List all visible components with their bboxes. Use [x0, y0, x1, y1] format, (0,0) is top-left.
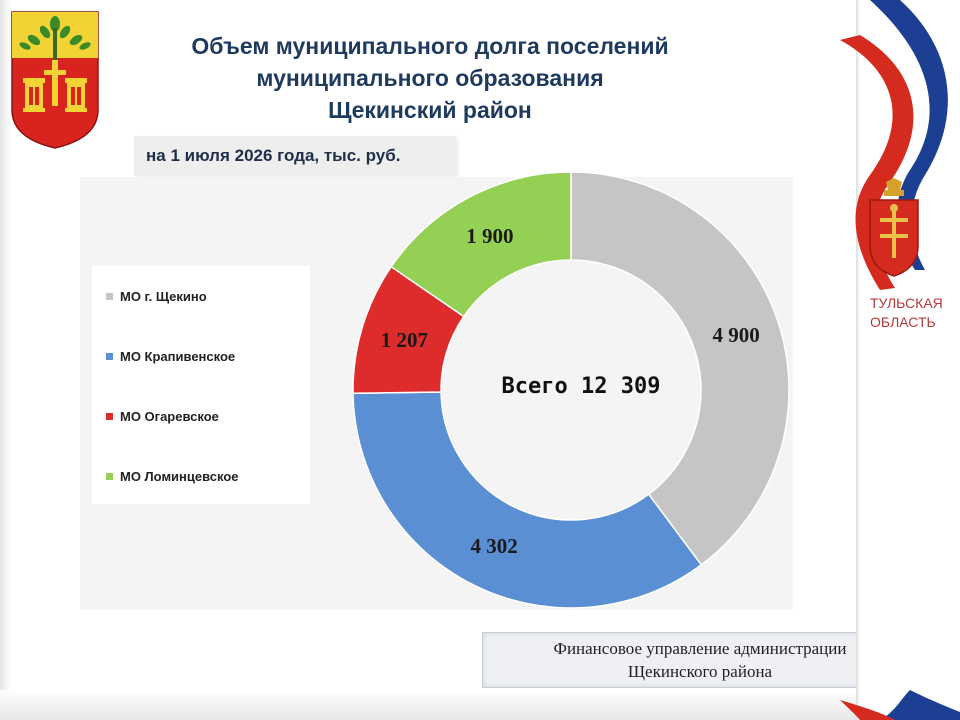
donut-slice: [390, 171, 572, 318]
legend-swatch: [106, 352, 113, 360]
legend-label: МО Ломинцевское: [120, 468, 239, 484]
data-label: 4 302: [470, 534, 517, 558]
legend-item: МО Ломинцевское: [106, 466, 239, 486]
footer-box: Финансовое управление администрации Щеки…: [482, 632, 918, 688]
data-label: 1 207: [381, 328, 428, 352]
region-label: ТУЛЬСКАЯ ОБЛАСТЬ: [870, 294, 943, 332]
shchekino-coat-of-arms-icon: [11, 11, 99, 149]
center-total-label: Всего 12 309: [502, 374, 661, 399]
subtitle: на 1 июля 2026 года, тыс. руб.: [146, 146, 401, 165]
page-title: Объем муниципального долга поселений мун…: [130, 30, 730, 126]
legend-item: МО Огаревское: [106, 406, 219, 426]
legend-label: МО Огаревское: [120, 408, 219, 424]
footer-line-1: Финансовое управление администрации: [553, 639, 847, 658]
title-line-2: муниципального образования: [256, 65, 604, 91]
left-edge-shade: [0, 0, 12, 720]
chart-legend: МО г. Щекино МО Крапивенское МО Огаревск…: [92, 266, 310, 504]
tula-oblast-coat-of-arms-icon: [869, 178, 919, 277]
region-line-2: ОБЛАСТЬ: [870, 314, 936, 330]
donut-slice: [570, 171, 790, 566]
footer-line-2: Щекинского района: [627, 662, 773, 681]
legend-swatch: [106, 412, 113, 420]
subtitle-box: на 1 июля 2026 года, тыс. руб.: [134, 136, 456, 176]
legend-item: МО г. Щекино: [106, 286, 207, 306]
legend-swatch: [106, 292, 113, 300]
data-label: 4 900: [713, 323, 760, 347]
bottom-edge-shade: [0, 690, 960, 720]
flag-ribbon-decoration: [840, 0, 960, 720]
legend-swatch: [106, 472, 113, 480]
title-line-3: Щекинский район: [328, 97, 532, 123]
donut-slice: [352, 391, 703, 609]
legend-item: МО Крапивенское: [106, 346, 235, 366]
right-edge-shade: [856, 0, 860, 720]
legend-label: МО Крапивенское: [120, 348, 236, 364]
legend-label: МО г. Щекино: [120, 288, 207, 304]
data-label: 1 900: [466, 224, 513, 248]
title-line-1: Объем муниципального долга поселений: [191, 33, 669, 59]
region-line-1: ТУЛЬСКАЯ: [870, 295, 943, 311]
